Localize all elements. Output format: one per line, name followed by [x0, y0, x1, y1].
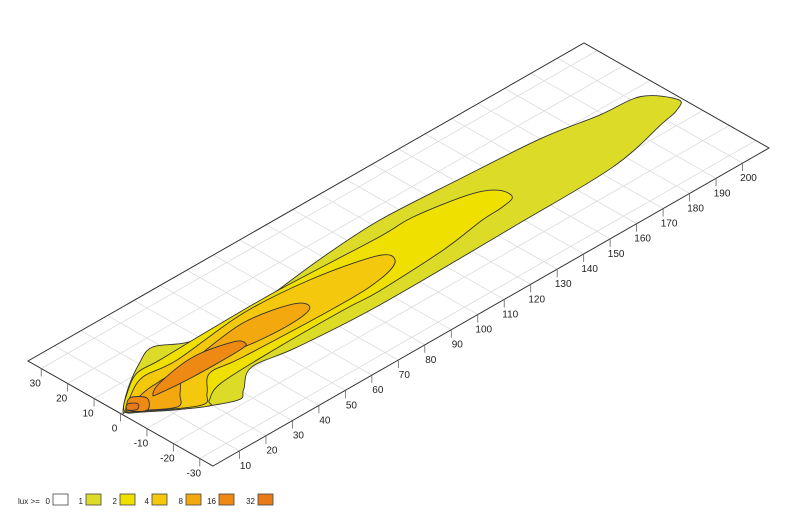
contours	[122, 95, 682, 415]
x-tick-label: 90	[452, 340, 464, 351]
legend-title: lux >=	[18, 497, 40, 506]
y-tick-label: -10	[134, 439, 149, 450]
axes: 1020304050607080901001101201301401501601…	[26, 42, 771, 480]
x-tick-label: 100	[475, 325, 492, 336]
legend-label: 16	[207, 497, 216, 506]
legend-label: 2	[113, 497, 118, 506]
legend-label: 8	[179, 497, 184, 506]
legend-swatch-0	[52, 493, 69, 506]
legend-swatch-1	[85, 493, 102, 506]
x-tick-label: 130	[555, 279, 572, 290]
x-tick-label: 40	[319, 415, 331, 426]
y-tick-label: 10	[83, 409, 95, 420]
x-tick-label: 150	[608, 249, 625, 260]
x-tick-label: 140	[581, 264, 598, 275]
x-tick-label: 60	[372, 385, 384, 396]
x-tick-label: 80	[425, 355, 437, 366]
legend-swatch-2	[119, 493, 136, 506]
y-tick-label: 30	[30, 379, 42, 390]
x-tick-label: 20	[266, 446, 278, 457]
y-tick-label: 0	[112, 424, 118, 435]
grid-line-y	[67, 65, 624, 384]
y-tick-label: -30	[187, 469, 202, 480]
x-tick-label: 30	[293, 431, 305, 442]
legend-label: 4	[145, 497, 150, 506]
x-tick-label: 160	[634, 234, 651, 245]
y-tick-label: 20	[56, 394, 68, 405]
legend-swatch-8	[185, 493, 202, 506]
legend-label: 32	[246, 497, 255, 506]
x-tick-label: 200	[740, 173, 757, 184]
x-tick-label: 10	[240, 461, 252, 472]
x-tick-label: 190	[714, 188, 731, 199]
x-tick-label: 110	[502, 309, 518, 320]
contour-32-lux	[125, 402, 140, 411]
x-tick-label: 170	[661, 219, 678, 230]
x-tick-label: 70	[399, 370, 411, 381]
legend-label: 1	[79, 497, 84, 506]
legend-label: 0	[46, 497, 51, 506]
x-tick-label: 50	[346, 400, 358, 411]
legend-swatch-32	[257, 493, 274, 506]
x-tick-label: 180	[687, 203, 704, 214]
grid-line-y	[173, 125, 730, 444]
legend-swatch-16	[218, 493, 235, 506]
grid-line-y	[199, 140, 756, 459]
legend: lux >= 0 1 2 4 8 16 32	[18, 493, 274, 506]
grid-line-y	[41, 50, 598, 369]
x-tick-label: 120	[528, 294, 545, 305]
contour-16-lux	[152, 340, 247, 397]
legend-swatch-4	[151, 493, 168, 506]
y-tick-label: -20	[160, 454, 175, 465]
